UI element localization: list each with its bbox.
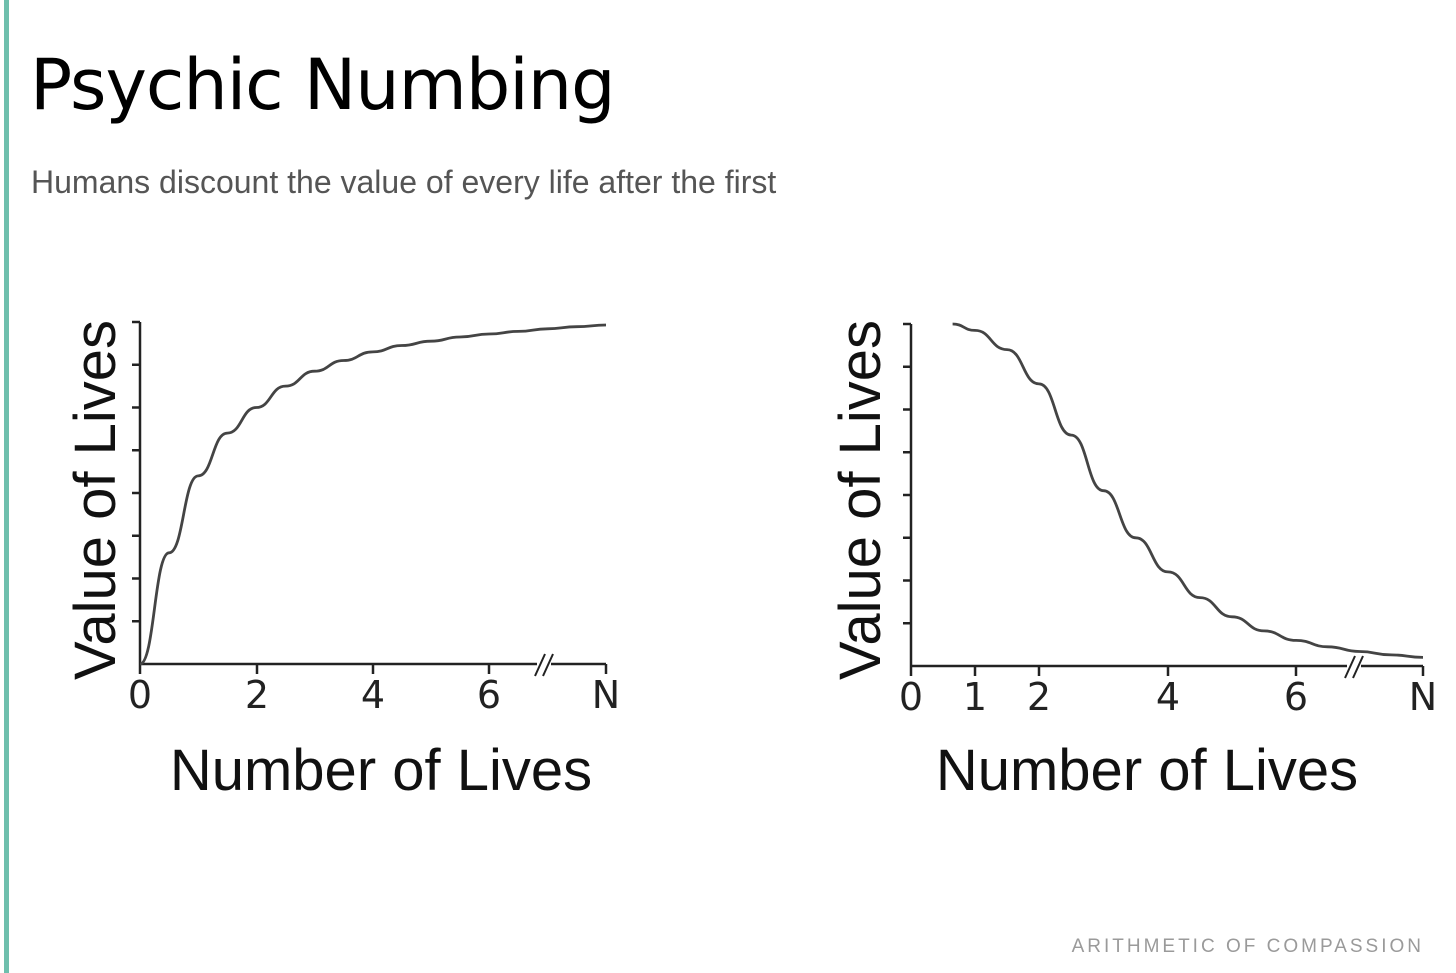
value-curve [952, 322, 1424, 659]
x-tick-label: 2 [1027, 675, 1051, 719]
x-tick-label: 6 [1284, 675, 1308, 719]
value-curve [139, 323, 607, 666]
slide-subtitle: Humans discount the value of every life … [31, 164, 777, 200]
axis-break-mark [1352, 655, 1364, 679]
chart-increasing-value: 0 2 4 6 N Value of Lives Number of Lives [63, 320, 620, 803]
x-tick-label: 4 [1156, 675, 1180, 719]
y-axis-title: Value of Lives [828, 320, 893, 680]
slide-title: Psychic Numbing [30, 44, 616, 126]
footer-brand: ARITHMETIC OF COMPASSION [1071, 936, 1424, 957]
x-tick-label: 0 [899, 675, 923, 719]
x-tick-label: 1 [963, 675, 987, 719]
x-tick-label: 0 [128, 673, 152, 717]
x-axis-title: Number of Lives [170, 738, 592, 803]
accent-bar [4, 0, 9, 973]
x-axis-title: Number of Lives [936, 738, 1358, 803]
y-axis-title: Value of Lives [63, 320, 128, 680]
axis-break-mark [1344, 655, 1356, 679]
axis-break-mark [534, 653, 546, 677]
x-tick-label: N [592, 673, 620, 717]
x-tick-label: 6 [477, 673, 501, 717]
axis-break-mark [542, 653, 554, 677]
x-tick-label: 4 [361, 673, 385, 717]
x-tick-label: 2 [245, 673, 269, 717]
chart-decreasing-value: 0 1 2 4 6 N Value of Lives Number of Lives [828, 320, 1437, 803]
x-tick-label: N [1409, 675, 1437, 719]
